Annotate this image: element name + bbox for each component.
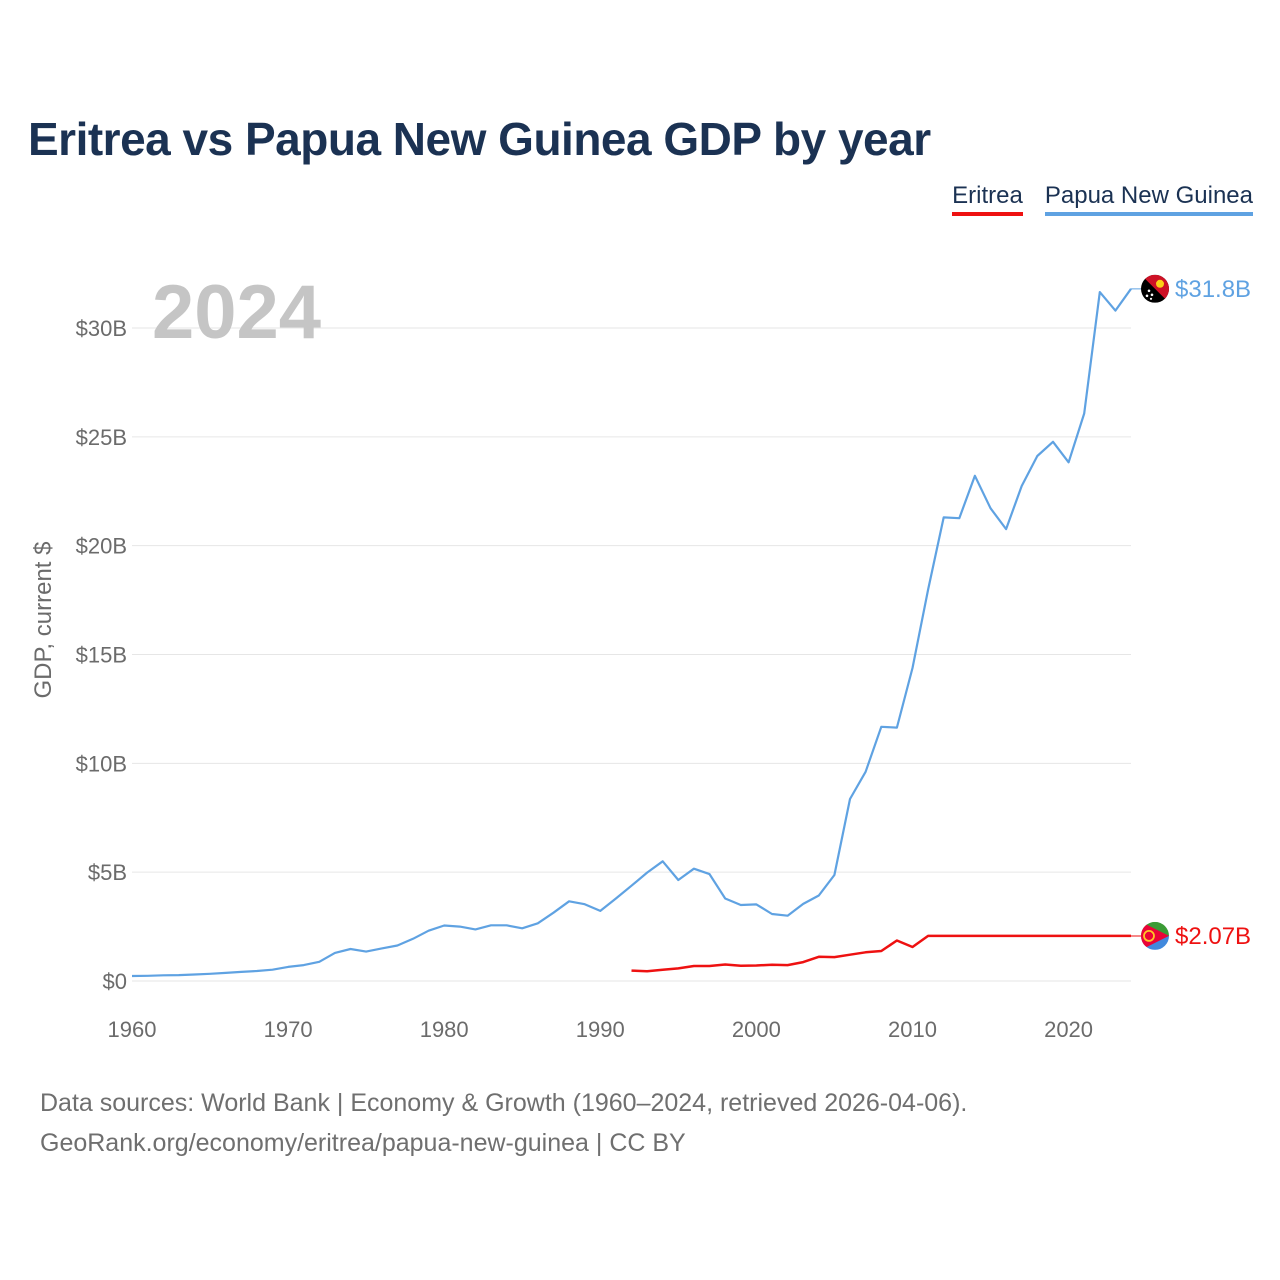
y-tick-label: $10B bbox=[76, 751, 127, 776]
footer-credit-line[interactable]: GeoRank.org/economy/eritrea/papua-new-gu… bbox=[40, 1129, 686, 1157]
x-tick-label: 1970 bbox=[264, 1017, 313, 1042]
footer-sources-line: Data sources: World Bank | Economy & Gro… bbox=[40, 1089, 968, 1117]
y-tick-label: $25B bbox=[76, 425, 127, 450]
eritrea-end-value: $2.07B bbox=[1175, 923, 1251, 950]
x-tick-label: 1990 bbox=[576, 1017, 625, 1042]
y-axis-title: GDP, current $ bbox=[30, 542, 57, 699]
x-tick-label: 2020 bbox=[1044, 1017, 1093, 1042]
page-title: Eritrea vs Papua New Guinea GDP by year bbox=[28, 113, 931, 165]
end-markers bbox=[1141, 274, 1169, 950]
y-axis-ticks: $0 $5B $10B $15B $20B $25B $30B bbox=[76, 316, 127, 994]
y-tick-label: $30B bbox=[76, 316, 127, 341]
series-line-eritrea[interactable] bbox=[631, 934, 1132, 973]
x-tick-label: 2010 bbox=[888, 1017, 937, 1042]
y-tick-label: $0 bbox=[103, 969, 127, 994]
legend-item-papua-new-guinea[interactable]: Papua New Guinea bbox=[1044, 182, 1253, 216]
papua-new-guinea-flag-icon bbox=[1141, 274, 1169, 303]
legend-item-eritrea[interactable]: Eritrea bbox=[952, 182, 1023, 216]
x-tick-label: 2000 bbox=[732, 1017, 781, 1042]
x-axis-ticks: 1960 1970 1980 1990 2000 2010 2020 bbox=[108, 1017, 1094, 1042]
papua-new-guinea-end-value: $31.8B bbox=[1175, 276, 1251, 303]
footer-source: Data sources: World Bank | Economy & Gro… bbox=[40, 1083, 967, 1163]
legend: Eritrea Papua New Guinea bbox=[952, 182, 1253, 216]
x-tick-label: 1980 bbox=[420, 1017, 469, 1042]
y-tick-label: $15B bbox=[76, 643, 127, 668]
y-tick-label: $5B bbox=[88, 860, 127, 885]
y-tick-label: $20B bbox=[76, 534, 127, 559]
series-lines bbox=[131, 288, 1155, 978]
series-line-papua-new-guinea[interactable] bbox=[131, 288, 1132, 978]
x-tick-label: 1960 bbox=[108, 1017, 157, 1042]
gridlines bbox=[132, 327, 1131, 982]
year-overlay: 2024 bbox=[152, 270, 321, 355]
eritrea-flag-icon bbox=[1141, 921, 1169, 950]
